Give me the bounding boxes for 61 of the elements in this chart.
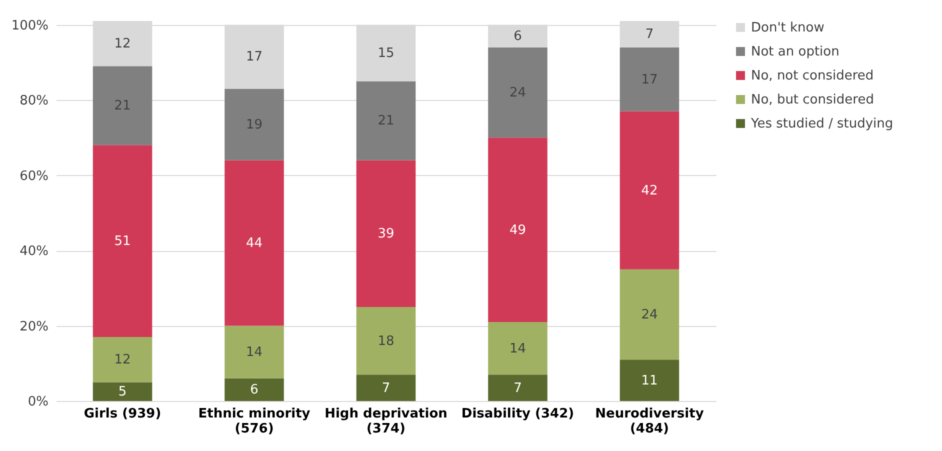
bar	[356, 374, 416, 401]
data-label: 18	[378, 334, 394, 349]
bar	[620, 360, 680, 401]
bar	[92, 66, 152, 146]
x-tick-label: Girls (939)	[84, 406, 162, 422]
data-label: 6	[250, 382, 258, 398]
legend-label: Yes studied / studying	[750, 116, 894, 132]
y-tick-label: 0%	[28, 394, 48, 410]
data-label: 14	[246, 345, 263, 360]
bar	[356, 81, 416, 160]
bar	[224, 326, 284, 378]
bar	[92, 145, 152, 338]
data-label: 21	[378, 114, 394, 129]
data-label: 44	[246, 236, 263, 251]
data-label: 7	[514, 380, 522, 396]
bar	[92, 337, 152, 382]
y-tick-label: 80%	[20, 94, 48, 109]
bar	[356, 306, 416, 375]
x-tick-label: High deprivation (374)	[324, 406, 448, 436]
data-label: 12	[114, 36, 131, 52]
data-label: 7	[645, 27, 654, 42]
data-label: 42	[641, 183, 658, 198]
bar	[488, 138, 548, 322]
data-label: 24	[641, 307, 658, 322]
data-label: 17	[246, 50, 263, 65]
bar	[356, 160, 416, 307]
y-tick-label: 100%	[11, 18, 48, 34]
data-label: 51	[114, 234, 131, 250]
data-label: 19	[246, 117, 263, 132]
data-label: 11	[641, 373, 658, 388]
data-label: 15	[378, 46, 394, 61]
data-label: 6	[514, 29, 522, 44]
data-label: 12	[114, 352, 131, 368]
legend-label: No, but considered	[751, 92, 874, 108]
bar	[488, 374, 548, 401]
data-label: 39	[378, 226, 394, 242]
data-label: 14	[509, 341, 526, 356]
y-tick-label: 20%	[20, 319, 48, 334]
y-tick-label: 40%	[20, 244, 48, 260]
bar	[620, 269, 680, 360]
bar	[224, 88, 284, 160]
bar	[224, 378, 284, 401]
bar	[488, 47, 548, 138]
data-label: 49	[509, 222, 526, 238]
data-label: 17	[641, 72, 658, 88]
data-label: 21	[114, 98, 131, 114]
x-tick-label: Disability (342)	[461, 406, 574, 422]
data-label: 7	[382, 380, 390, 396]
legend-label: No, not considered	[751, 68, 874, 84]
bar	[224, 160, 284, 326]
x-tick-label: Neurodiversity (484)	[595, 406, 704, 436]
y-tick-label: 60%	[20, 168, 48, 184]
data-label: 5	[118, 384, 127, 400]
legend-label: Not an option	[751, 44, 840, 60]
data-label: 24	[509, 85, 526, 100]
x-tick-label: Ethnic minority (576)	[198, 406, 311, 436]
bar	[92, 382, 152, 401]
bar	[620, 111, 680, 270]
legend-label: Don't know	[751, 20, 825, 36]
bar	[488, 322, 548, 375]
bar	[620, 47, 680, 112]
